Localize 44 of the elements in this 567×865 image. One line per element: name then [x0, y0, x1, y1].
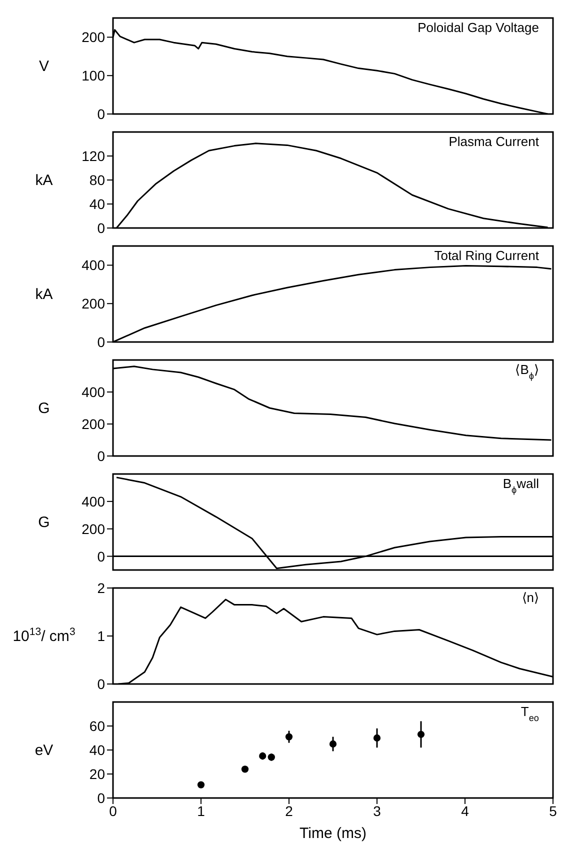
y-tick-label: 120	[82, 148, 106, 164]
y-tick-label: 400	[82, 493, 106, 510]
x-tick-label: 5	[549, 802, 558, 819]
y-axis-title: eV	[34, 742, 54, 759]
y-tick-label: 2	[97, 580, 106, 596]
y-tick-label: 0	[97, 334, 106, 350]
y-tick-label: 100	[82, 68, 106, 84]
x-tick-label: 2	[285, 802, 294, 819]
y-tick-label: 60	[89, 718, 106, 734]
y-axis-title: V	[38, 58, 50, 75]
chart-title: Poloidal Gap Voltage	[418, 20, 539, 35]
y-tick-label: 200	[82, 520, 106, 537]
chart-title: ⟨B$_{ϕ}$⟩	[515, 362, 539, 381]
x-tick-label: 3	[373, 802, 382, 819]
x-tick-label: 4	[461, 802, 470, 819]
y-axis-title: 10$^{13}$/ cm$^{3}$	[12, 626, 76, 645]
chart-title: Plasma Current	[448, 134, 540, 149]
y-axis-title: kA	[35, 286, 53, 303]
y-tick-label: 40	[89, 196, 106, 212]
y-tick-label: 0	[97, 106, 106, 122]
y-tick-label: 200	[82, 296, 106, 312]
y-tick-label: 200	[82, 416, 106, 432]
x-tick-label: 1	[197, 802, 206, 819]
x-axis-title: Time (ms)	[300, 825, 366, 842]
x-tick-label: 0	[109, 802, 118, 819]
y-tick-label: 400	[82, 384, 106, 400]
chart-title: Total Ring Current	[434, 248, 540, 263]
y-tick-label: 0	[97, 548, 106, 564]
chart-title: B$_{ϕ}$wall	[502, 476, 540, 495]
y-tick-label: 0	[97, 448, 106, 464]
y-tick-label: 0	[97, 676, 106, 692]
chart-title: ⟨n⟩	[522, 590, 539, 605]
y-axis-title: G	[38, 514, 50, 531]
y-tick-label: 200	[82, 29, 106, 46]
y-tick-label: 0	[97, 790, 106, 806]
y-tick-label: 0	[97, 220, 106, 236]
y-tick-label: 40	[89, 742, 106, 758]
y-tick-label: 80	[89, 172, 106, 188]
y-axis-title: kA	[35, 172, 53, 189]
y-axis-title: G	[38, 400, 50, 417]
y-tick-label: 400	[82, 257, 106, 274]
y-tick-label: 20	[89, 766, 106, 782]
y-tick-label: 1	[97, 628, 106, 644]
chart-title: T$_{eo}$	[520, 704, 539, 723]
